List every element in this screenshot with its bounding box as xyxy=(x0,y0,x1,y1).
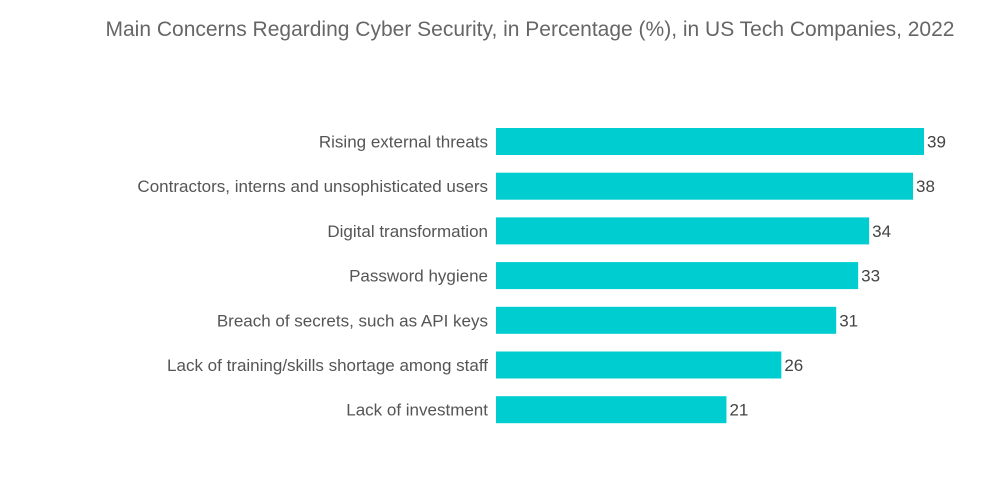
value-label-7: 21 xyxy=(729,401,748,420)
category-label-2: Contractors, interns and unsophisticated… xyxy=(137,177,488,196)
value-label-1: 39 xyxy=(927,133,946,152)
category-labels-group: Rising external threats Contractors, inte… xyxy=(137,133,488,420)
bar-1 xyxy=(496,128,924,155)
bars-group xyxy=(496,128,924,424)
bar-6 xyxy=(496,351,782,379)
value-label-5: 31 xyxy=(839,311,858,330)
bar-7 xyxy=(496,396,727,424)
bar-3 xyxy=(496,217,870,245)
chart-title: Main Concerns Regarding Cyber Security, … xyxy=(105,18,955,41)
bar-4 xyxy=(496,262,859,290)
bar-5 xyxy=(496,306,837,334)
category-label-3: Digital transformation xyxy=(327,222,488,241)
category-label-4: Password hygiene xyxy=(349,267,488,286)
category-label-7: Lack of investment xyxy=(346,401,488,420)
category-label-1: Rising external threats xyxy=(319,133,488,152)
bar-2 xyxy=(496,172,914,200)
value-label-4: 33 xyxy=(861,267,880,286)
category-label-6: Lack of training/skills shortage among s… xyxy=(167,356,488,375)
value-label-6: 26 xyxy=(784,356,803,375)
category-label-5: Breach of secrets, such as API keys xyxy=(217,311,488,330)
value-label-2: 38 xyxy=(916,177,935,196)
value-label-3: 34 xyxy=(872,222,891,241)
value-labels-group: 39 38 34 33 31 26 21 xyxy=(729,133,945,420)
